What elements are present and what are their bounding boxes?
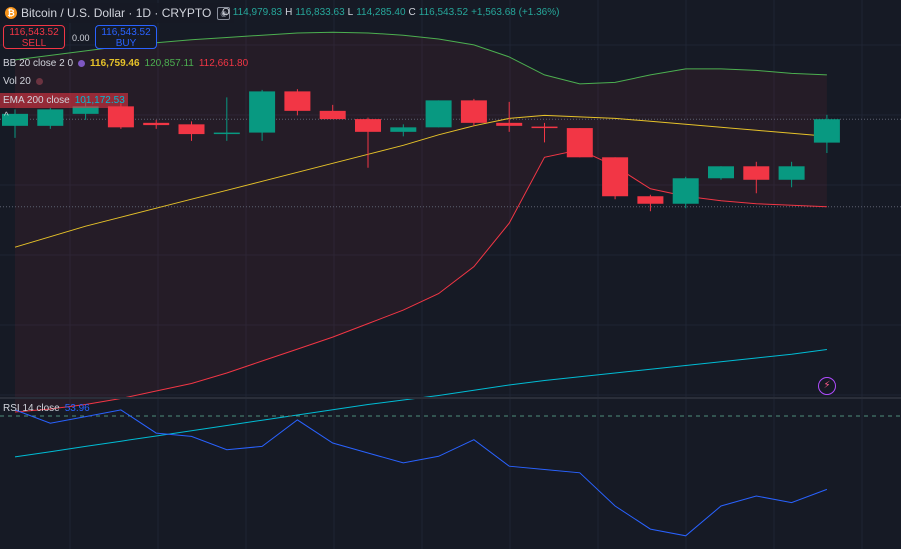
vol-label: Vol 20 [3, 76, 31, 87]
candle-up [72, 106, 99, 114]
bb-settings-icon[interactable] [78, 60, 86, 67]
rsi-legend[interactable]: RSI 14 close 53.96 [3, 403, 90, 414]
candle-up [425, 100, 452, 128]
bitcoin-icon: ₿ [5, 7, 17, 19]
candle-down [178, 124, 205, 135]
candle-up [37, 109, 64, 126]
sell-button[interactable]: 116,543.52 SELL [3, 25, 65, 49]
close-value: 116,543.52 [418, 7, 469, 18]
ema-label: EMA 200 close [3, 95, 70, 106]
candle-down [531, 126, 558, 129]
sell-label: SELL [21, 38, 47, 49]
collapse-legend-icon[interactable]: ^ [4, 111, 9, 122]
bb-legend[interactable]: BB 20 close 2 0 116,759.46 120,857.11 11… [3, 58, 248, 69]
candle-down [602, 157, 629, 197]
candle-down [355, 119, 381, 132]
spread-value: 0.00 [72, 33, 90, 43]
candle-up [213, 132, 240, 135]
vol-legend[interactable]: Vol 20 [3, 76, 43, 87]
bb-band-fill [15, 32, 827, 412]
open-label: O [222, 7, 230, 18]
low-value: 114,285.40 [356, 7, 406, 18]
candles [2, 89, 840, 212]
buy-label: BUY [115, 38, 137, 49]
candle-down [743, 166, 770, 180]
sell-price: 116,543.52 [9, 27, 59, 38]
ema-value: 101,172.53 [74, 95, 125, 106]
candle-up [249, 91, 276, 133]
buy-price: 116,543.52 [101, 27, 151, 38]
candle-up [708, 166, 734, 179]
buy-button[interactable]: 116,543.52 BUY [95, 25, 157, 49]
candle-up [813, 119, 840, 143]
candle-up [2, 113, 28, 126]
lightning-icon[interactable]: ⚡ [818, 377, 836, 395]
change-value: +1,563.68 (+1.36%) [471, 7, 560, 18]
candle-up [778, 166, 805, 180]
high-label: H [285, 7, 293, 18]
rsi-line [14, 409, 828, 537]
candle-down [637, 196, 664, 204]
symbol-title[interactable]: Bitcoin / U.S. Dollar · 1D · CRYPTO [21, 6, 212, 20]
rsi-value: 53.96 [64, 403, 90, 414]
candle-up [672, 178, 699, 204]
rsi-label: RSI 14 close [3, 403, 60, 414]
symbol-header[interactable]: ₿ Bitcoin / U.S. Dollar · 1D · CRYPTO ◉ [0, 3, 235, 23]
bb-upper-value: 120,857.11 [144, 58, 194, 69]
bb-label: BB 20 close 2 0 [3, 58, 74, 69]
ohlc-readout: O 114,979.83 H 116,833.63 L 114,285.40 C… [222, 7, 559, 18]
ema-legend[interactable]: EMA 200 close 101,172.53 [0, 93, 128, 108]
bb-basis-value: 116,759.46 [90, 58, 140, 69]
candle-down [460, 100, 487, 123]
candle-down [284, 91, 311, 111]
close-label: C [408, 7, 416, 18]
bb-lower-value: 112,661.80 [198, 58, 249, 69]
open-value: 114,979.83 [232, 7, 283, 18]
candle-down [566, 128, 593, 158]
high-value: 116,833.63 [295, 7, 345, 18]
low-label: L [347, 7, 354, 18]
candle-down [107, 106, 134, 128]
candle-down [319, 110, 346, 120]
candle-up [390, 127, 417, 132]
candle-down [496, 122, 523, 126]
candle-down [143, 122, 170, 126]
vol-settings-icon[interactable] [35, 78, 43, 85]
bb-basis-line [14, 114, 827, 248]
eye-icon[interactable]: ◉ [217, 6, 231, 20]
